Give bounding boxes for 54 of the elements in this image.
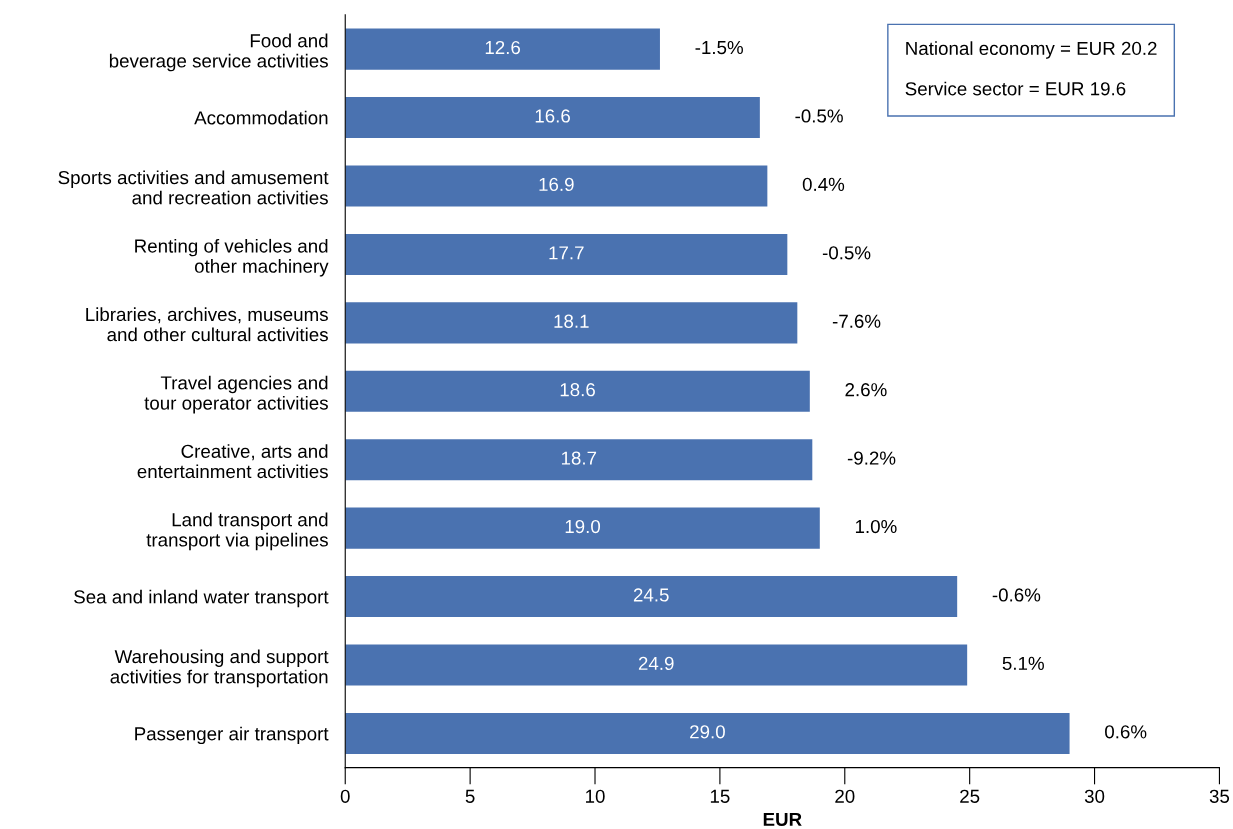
bar: [345, 644, 968, 686]
y-tick-label: Warehousing and support activities for transportation: [110, 649, 329, 688]
y-tick-label: Food and beverage service activities: [109, 33, 328, 72]
annotation: -1.5%: [695, 40, 743, 55]
bar: [345, 302, 798, 344]
data-label: 16.6: [535, 109, 570, 123]
x-tick-label: 35: [1209, 789, 1230, 803]
annotation: -9.2%: [847, 451, 896, 465]
y-tick-label: Land transport and transport via pipelines: [146, 512, 328, 551]
bar: [345, 165, 768, 207]
data-label: 16.9: [539, 177, 574, 192]
bar: [345, 233, 788, 275]
bar: [345, 576, 958, 618]
data-label: 17.7: [549, 246, 584, 260]
x-tick-label: 15: [710, 789, 730, 803]
y-tick-label: Libraries, archives, museums and other cultural activities: [86, 307, 328, 342]
x-axis-title: EUR: [763, 812, 802, 826]
bar: [345, 712, 1070, 754]
data-label: 24.5: [633, 588, 669, 602]
bar: [345, 97, 760, 139]
data-label: 12.6: [485, 40, 521, 55]
data-label: 18.1: [554, 314, 589, 328]
y-tick-label: Passenger air transport: [135, 726, 329, 745]
annotation: -0.6%: [992, 588, 1041, 602]
y-tick-label: Accommodation: [194, 110, 328, 125]
annotation: 0.6%: [1105, 725, 1147, 739]
x-tick-label: 25: [960, 789, 980, 803]
y-tick-label: Creative, arts and entertainment activities: [137, 444, 328, 479]
x-tick-label: 0: [340, 789, 350, 803]
data-label: 29.0: [690, 725, 725, 739]
x-tick-label: 5: [465, 789, 475, 803]
annotation: 1.0%: [855, 519, 897, 534]
annotation: -0.5%: [822, 246, 871, 260]
text: National economy = EUR 20.2 Service sector = EUR 19.6: [905, 41, 1157, 96]
y-tick-label: Travel agencies and tour operator activities: [144, 375, 328, 414]
annotation: 5.1%: [1002, 656, 1044, 671]
y-tick-label: Sea and inland water transport: [74, 589, 329, 608]
bar: [345, 507, 820, 549]
annotation: -7.6%: [832, 314, 881, 328]
data-label: 24.9: [638, 656, 674, 671]
bar: [345, 439, 813, 481]
annotation: 0.4%: [802, 177, 845, 192]
bar: [345, 28, 660, 70]
data-label: 18.6: [560, 383, 595, 397]
x-tick-label: 30: [1084, 789, 1105, 803]
annotation: 2.6%: [845, 383, 887, 397]
data-label: 19.0: [565, 519, 601, 534]
y-tick-label: Sports activities and amusement and recreation activities: [58, 170, 329, 205]
x-tick-label: 10: [586, 789, 605, 803]
data-label: 18.7: [561, 451, 597, 465]
x-tick-label: 20: [835, 789, 855, 803]
bar: [345, 370, 810, 412]
y-tick-label: Renting of vehicles and other machinery: [135, 238, 329, 277]
annotation: -0.5%: [795, 109, 843, 123]
